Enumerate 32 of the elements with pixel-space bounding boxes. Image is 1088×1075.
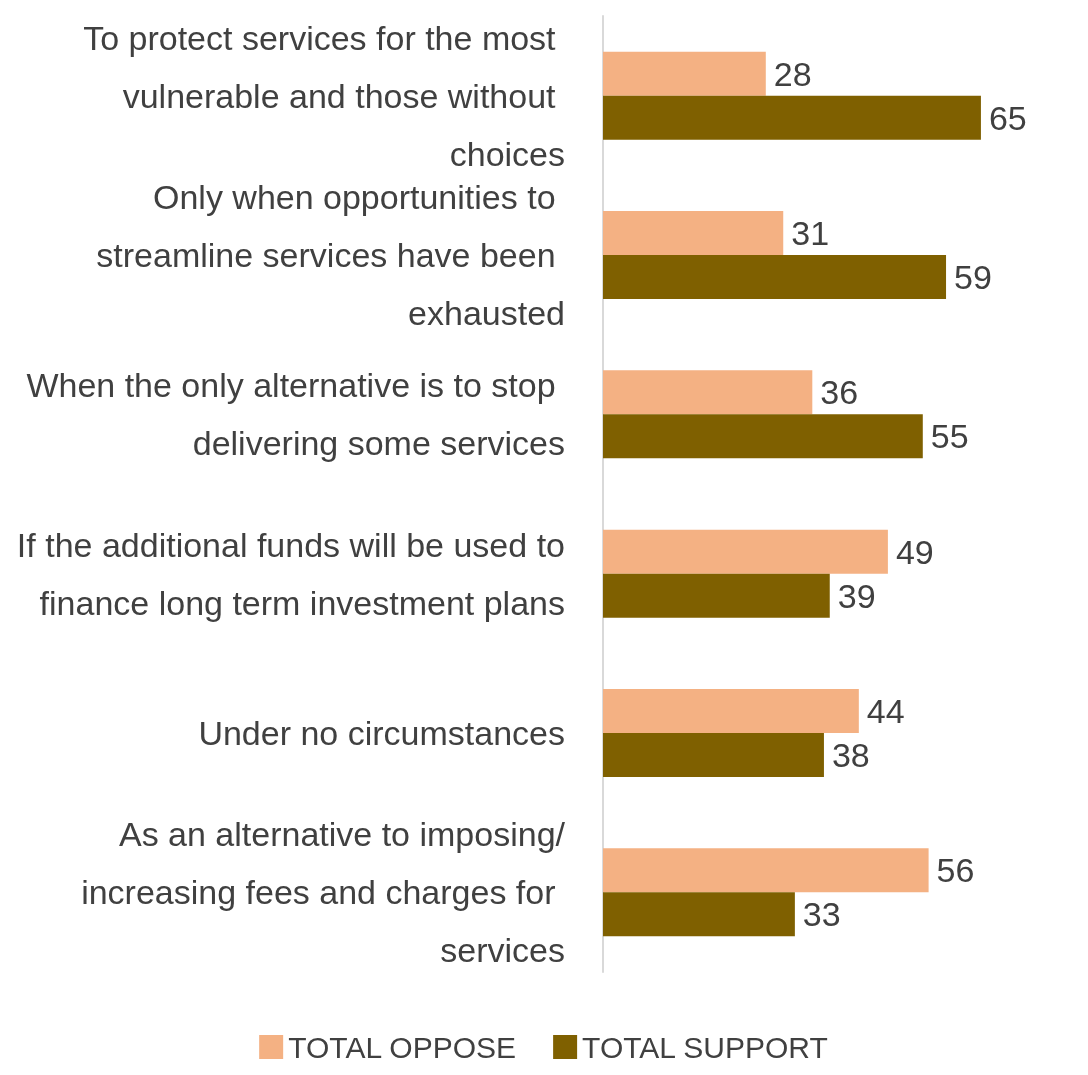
bar	[603, 211, 784, 255]
data-label: 28	[773, 54, 812, 93]
bar	[603, 892, 795, 937]
bar	[603, 414, 923, 459]
y-tick-label: If the additional funds will be used to finance long term investment plans	[16, 525, 565, 622]
data-label: 59	[954, 258, 992, 296]
y-tick-label: Under no circumstances	[198, 714, 565, 752]
data-label: 49	[895, 532, 934, 571]
bar	[603, 370, 813, 415]
data-label: 33	[802, 895, 841, 934]
y-tick-label: When the only alternative is to stop delivering some services	[26, 366, 565, 463]
bar	[603, 255, 947, 299]
data-label: 39	[837, 576, 876, 615]
bar	[603, 848, 929, 893]
y-tick-label: To protect services for the most vulnerable and those without choices	[83, 18, 565, 173]
bar	[603, 51, 766, 96]
data-label: 31	[791, 214, 830, 252]
bar	[603, 733, 824, 777]
data-label: 56	[936, 851, 975, 890]
data-label: 44	[866, 692, 905, 730]
legend-label: TOTAL OPPOSE	[288, 1030, 516, 1064]
data-label: 36	[820, 373, 859, 412]
y-tick-label: As an alternative to imposing/increasing fees and charges for services	[81, 815, 566, 970]
bar	[603, 573, 830, 618]
bar	[603, 95, 981, 140]
bar	[603, 689, 859, 733]
data-label: 55	[930, 417, 969, 456]
bar	[603, 529, 888, 574]
legend-label: TOTAL SUPPORT	[582, 1030, 828, 1064]
y-tick-label: Only when opportunities to streamline services have been exhausted	[96, 178, 565, 332]
data-label: 38	[831, 736, 870, 774]
data-label: 65	[988, 98, 1027, 137]
